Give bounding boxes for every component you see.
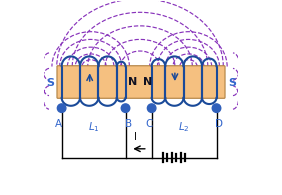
Circle shape	[147, 104, 156, 112]
Text: B: B	[125, 119, 132, 129]
Circle shape	[212, 104, 221, 112]
Text: $L_1$: $L_1$	[88, 120, 100, 134]
Text: S: S	[46, 78, 54, 88]
Text: C: C	[145, 119, 153, 129]
Text: $L_2$: $L_2$	[178, 120, 190, 134]
Text: D: D	[215, 119, 223, 129]
Circle shape	[57, 104, 66, 112]
Circle shape	[121, 104, 130, 112]
Text: S: S	[228, 78, 236, 88]
Text: N: N	[128, 77, 137, 87]
FancyBboxPatch shape	[57, 66, 225, 98]
Text: A: A	[55, 119, 62, 129]
Text: I: I	[134, 132, 137, 142]
Text: N: N	[143, 77, 152, 87]
